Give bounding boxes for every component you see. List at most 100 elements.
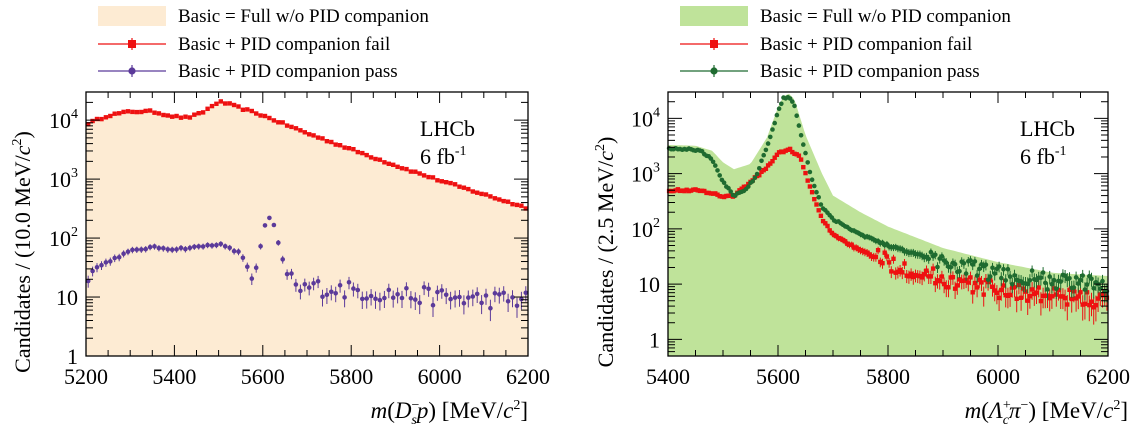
right-series2-point — [1047, 274, 1052, 279]
left-series1-point — [346, 146, 352, 151]
left-series1-point — [342, 145, 347, 150]
left-series1-point — [227, 101, 232, 106]
right-series1-point — [798, 157, 804, 162]
right-ytick-label: 103 — [631, 161, 660, 187]
right-series2-point — [1051, 277, 1057, 283]
right-series2-point — [944, 260, 949, 265]
right-series1-point — [891, 256, 896, 261]
left-series1-point — [382, 160, 387, 165]
right-legend-marker-fail — [710, 40, 718, 48]
right-series1-point — [823, 221, 828, 226]
right-series1-point — [1067, 287, 1072, 292]
left-xlabel: m(D− sp) [MeV/c2] — [371, 398, 528, 425]
left-legend: Basic = Full w/o PID companion Basic + P… — [98, 6, 429, 82]
right-series1-point — [981, 292, 986, 297]
left-xtick-label: 5600 — [241, 364, 285, 389]
left-series2-point — [377, 297, 383, 303]
left-series1-point — [262, 113, 268, 119]
left-series2-point — [130, 247, 135, 253]
left-series2-point — [218, 241, 224, 247]
left-series1-point — [364, 152, 369, 158]
right-series1-point — [994, 290, 1000, 295]
right-series1-point — [889, 269, 894, 274]
left-series1-point — [399, 166, 405, 171]
left-series2-point — [311, 281, 316, 286]
right-legend-label-pass: Basic + PID companion pass — [760, 61, 980, 82]
right-series1-point — [1065, 302, 1070, 307]
left-series2-point — [134, 247, 140, 252]
right-series2-point — [1049, 281, 1055, 287]
right-series2-point — [818, 202, 824, 207]
left-series1-point — [391, 162, 396, 167]
right-series2-point — [721, 180, 727, 185]
left-series1-point — [444, 180, 449, 185]
left-series2-point — [430, 302, 436, 308]
right-xtick-label: 5600 — [756, 364, 800, 389]
left-series2-point — [298, 288, 303, 294]
right-legend-swatch-fill — [680, 6, 748, 26]
right-series1-point — [818, 213, 824, 218]
right-experiment-label: LHCb — [1020, 116, 1075, 141]
left-series1-point — [187, 115, 193, 120]
left-series2-point — [466, 295, 471, 300]
right-series2-point — [1027, 278, 1033, 283]
left-series1-point — [523, 206, 528, 211]
left-annotation: LHCb 6 fb-1 — [420, 116, 475, 169]
left-series2-point — [373, 296, 378, 302]
right-lumi-label: 6 fb-1 — [1020, 144, 1067, 169]
right-series2-point — [996, 264, 1002, 269]
left-series2-point — [355, 287, 361, 293]
right-series2-point — [957, 268, 962, 274]
left-series2-point — [183, 246, 188, 252]
right-ytick-label: 104 — [631, 105, 660, 131]
left-series2-point — [470, 294, 476, 299]
left-series2-point — [483, 293, 489, 298]
left-series1-point — [324, 139, 330, 144]
left-series2-point — [103, 260, 109, 265]
left-series2-point — [209, 243, 215, 248]
right-series2-point — [803, 150, 808, 156]
left-series1-point — [108, 113, 113, 119]
right-series2-point — [801, 142, 806, 147]
left-series2-point — [143, 246, 148, 252]
right-plot-area: 5400 5600 5800 6000 6200 1 10 102 103 104 — [631, 91, 1130, 389]
right-series1-point — [1082, 301, 1088, 307]
left-lumi-label: 6 fb-1 — [420, 144, 467, 169]
right-series1-point — [950, 275, 956, 280]
left-series2-point — [85, 278, 91, 284]
right-series1-point — [1027, 294, 1033, 299]
left-series1-point — [200, 110, 206, 115]
right-series-fill — [668, 93, 1108, 356]
left-series1-point — [360, 150, 365, 156]
right-series2-point — [939, 253, 945, 259]
left-series1-point — [236, 104, 241, 109]
right-series2-point — [992, 271, 997, 276]
right-series2-point — [1062, 273, 1068, 279]
right-series2-point — [774, 112, 780, 118]
left-series2-point — [90, 268, 95, 274]
left-series2-point — [501, 290, 507, 296]
right-series1-point — [966, 280, 971, 285]
right-series2-point — [761, 152, 766, 158]
left-series1-point — [377, 157, 383, 162]
left-series2-point — [258, 244, 263, 249]
right-series1-point — [1018, 295, 1024, 300]
right-legend-label-fill: Basic = Full w/o PID companion — [760, 6, 1011, 27]
left-legend-label-fail: Basic + PID companion fail — [178, 34, 390, 55]
left-series1-point — [355, 149, 360, 155]
right-series2-point — [977, 266, 982, 272]
right-series2-point — [926, 256, 931, 262]
right-series2-point — [1001, 266, 1006, 272]
right-series2-point — [798, 133, 804, 138]
right-series1-point — [1093, 303, 1099, 308]
right-series2-point — [757, 166, 762, 171]
left-series2-point — [523, 290, 529, 296]
right-series2-point — [961, 261, 967, 266]
right-series1-point — [1038, 298, 1044, 304]
right-series1-point — [886, 260, 892, 265]
right-series2-point — [1043, 280, 1048, 286]
right-series1-point — [768, 161, 773, 166]
right-series1-point — [1095, 296, 1101, 301]
left-xtick-label: 5200 — [64, 364, 108, 389]
left-series2-point — [169, 247, 175, 252]
